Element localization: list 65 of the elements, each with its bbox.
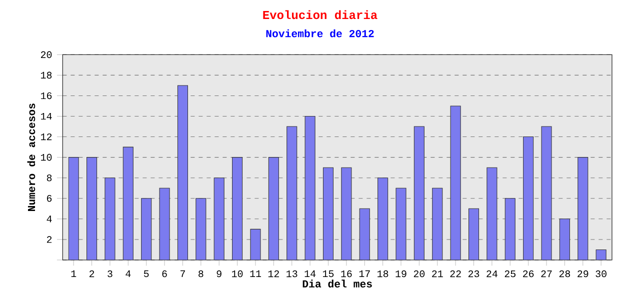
- y-tick-label: 6: [47, 194, 52, 202]
- x-tick-label: 12: [268, 270, 279, 278]
- x-tick-label: 18: [378, 270, 388, 278]
- bar: [196, 198, 206, 260]
- y-tick-label: 10: [41, 154, 52, 161]
- bar: [177, 85, 188, 260]
- bar: [578, 157, 588, 260]
- x-tick-label: 17: [359, 270, 370, 277]
- y-tick-label: 12: [41, 133, 52, 140]
- x-tick-label: 30: [596, 270, 606, 278]
- x-tick-label: 20: [414, 270, 425, 278]
- x-tick-label: 2: [89, 270, 94, 278]
- bar: [304, 116, 316, 260]
- bar: [122, 146, 134, 260]
- bar: [432, 188, 443, 260]
- x-tick-label: 5: [144, 270, 149, 278]
- chart-title: Evolucion diaria: [263, 10, 378, 20]
- x-tick-label: 29: [578, 270, 588, 278]
- x-tick-label: 27: [541, 270, 552, 278]
- bar: [232, 157, 242, 260]
- chart-subtitle: Noviembre de 2012: [266, 29, 374, 38]
- x-tick-label: 19: [396, 270, 406, 278]
- bar: [68, 157, 79, 260]
- x-tick-label: 11: [250, 270, 261, 277]
- x-tick-label: 8: [198, 270, 204, 278]
- bar: [378, 178, 388, 260]
- y-tick-label: 14: [41, 112, 52, 120]
- x-tick-label: 13: [286, 270, 298, 278]
- x-tick-label: 26: [523, 270, 534, 278]
- y-tick-label: 4: [46, 216, 52, 222]
- x-tick-label: 21: [432, 270, 443, 278]
- x-tick-label: 25: [504, 270, 516, 278]
- x-tick-label: 14: [304, 270, 316, 277]
- y-tick-label: 18: [41, 72, 52, 79]
- bar: [214, 178, 224, 260]
- x-tick-label: 4: [126, 270, 131, 277]
- bar: [359, 208, 370, 260]
- y-tick-label: 2: [46, 236, 52, 243]
- bar: [468, 208, 480, 260]
- y-tick-label: 20: [40, 51, 52, 58]
- y-tick-label: 8: [46, 174, 52, 182]
- x-tick-label: 15: [322, 270, 334, 278]
- bar: [559, 218, 570, 260]
- bar: [141, 198, 152, 260]
- x-tick-label: 6: [162, 270, 167, 278]
- bar: [86, 157, 98, 260]
- x-tick-label: 22: [450, 270, 461, 278]
- x-tick-label: 28: [559, 270, 570, 278]
- bar: [322, 167, 334, 260]
- x-tick-label: 9: [216, 270, 222, 278]
- bar: [523, 136, 534, 260]
- bar: [414, 126, 424, 260]
- x-tick-label: 3: [108, 270, 112, 278]
- bar: [286, 126, 298, 260]
- x-axis-title: Dia del mes: [302, 280, 372, 288]
- x-tick-label: 23: [468, 270, 480, 278]
- x-tick-label: 16: [341, 270, 352, 278]
- y-tick-label: 16: [41, 92, 52, 100]
- bar: [268, 157, 279, 260]
- x-tick-label: 10: [232, 270, 243, 278]
- x-tick-label: 1: [71, 270, 76, 277]
- x-tick-label: 7: [180, 270, 185, 277]
- x-tick-label: 24: [486, 270, 498, 278]
- bar: [504, 198, 516, 260]
- y-axis-title: Numero de accesos: [27, 104, 36, 212]
